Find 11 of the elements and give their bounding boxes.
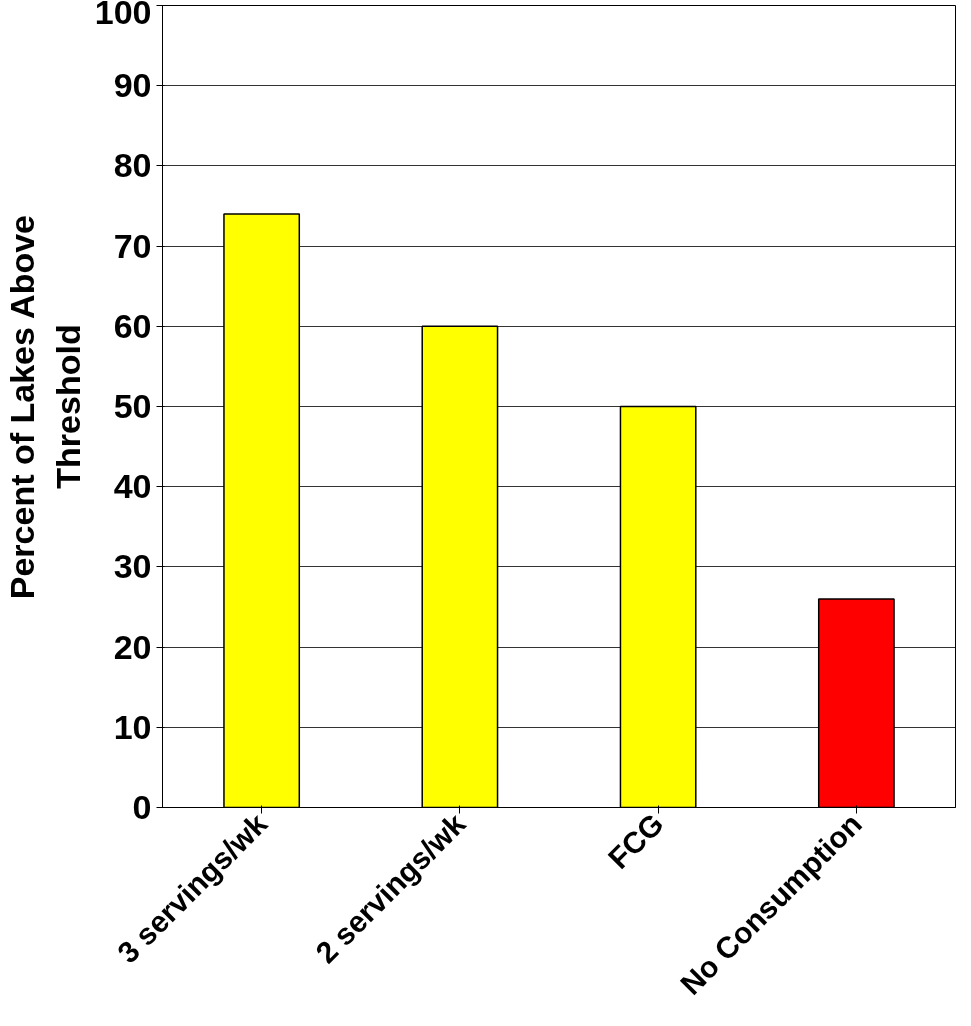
y-tick-label: 50 (113, 387, 152, 425)
y-axis-title: Percent of Lakes Above Threshold (3, 215, 87, 600)
y-tick-label: 100 (94, 0, 152, 31)
y-tick-label: 30 (113, 547, 152, 586)
y-tick-label: 90 (113, 66, 152, 105)
y-tick-label: 80 (113, 146, 152, 185)
y-tick-label: 70 (113, 226, 152, 265)
y-tick-label: 20 (113, 627, 152, 666)
y-tick-label: 10 (113, 707, 152, 746)
y-tick-label: 40 (113, 467, 152, 506)
y-tick-label: 60 (113, 306, 152, 345)
